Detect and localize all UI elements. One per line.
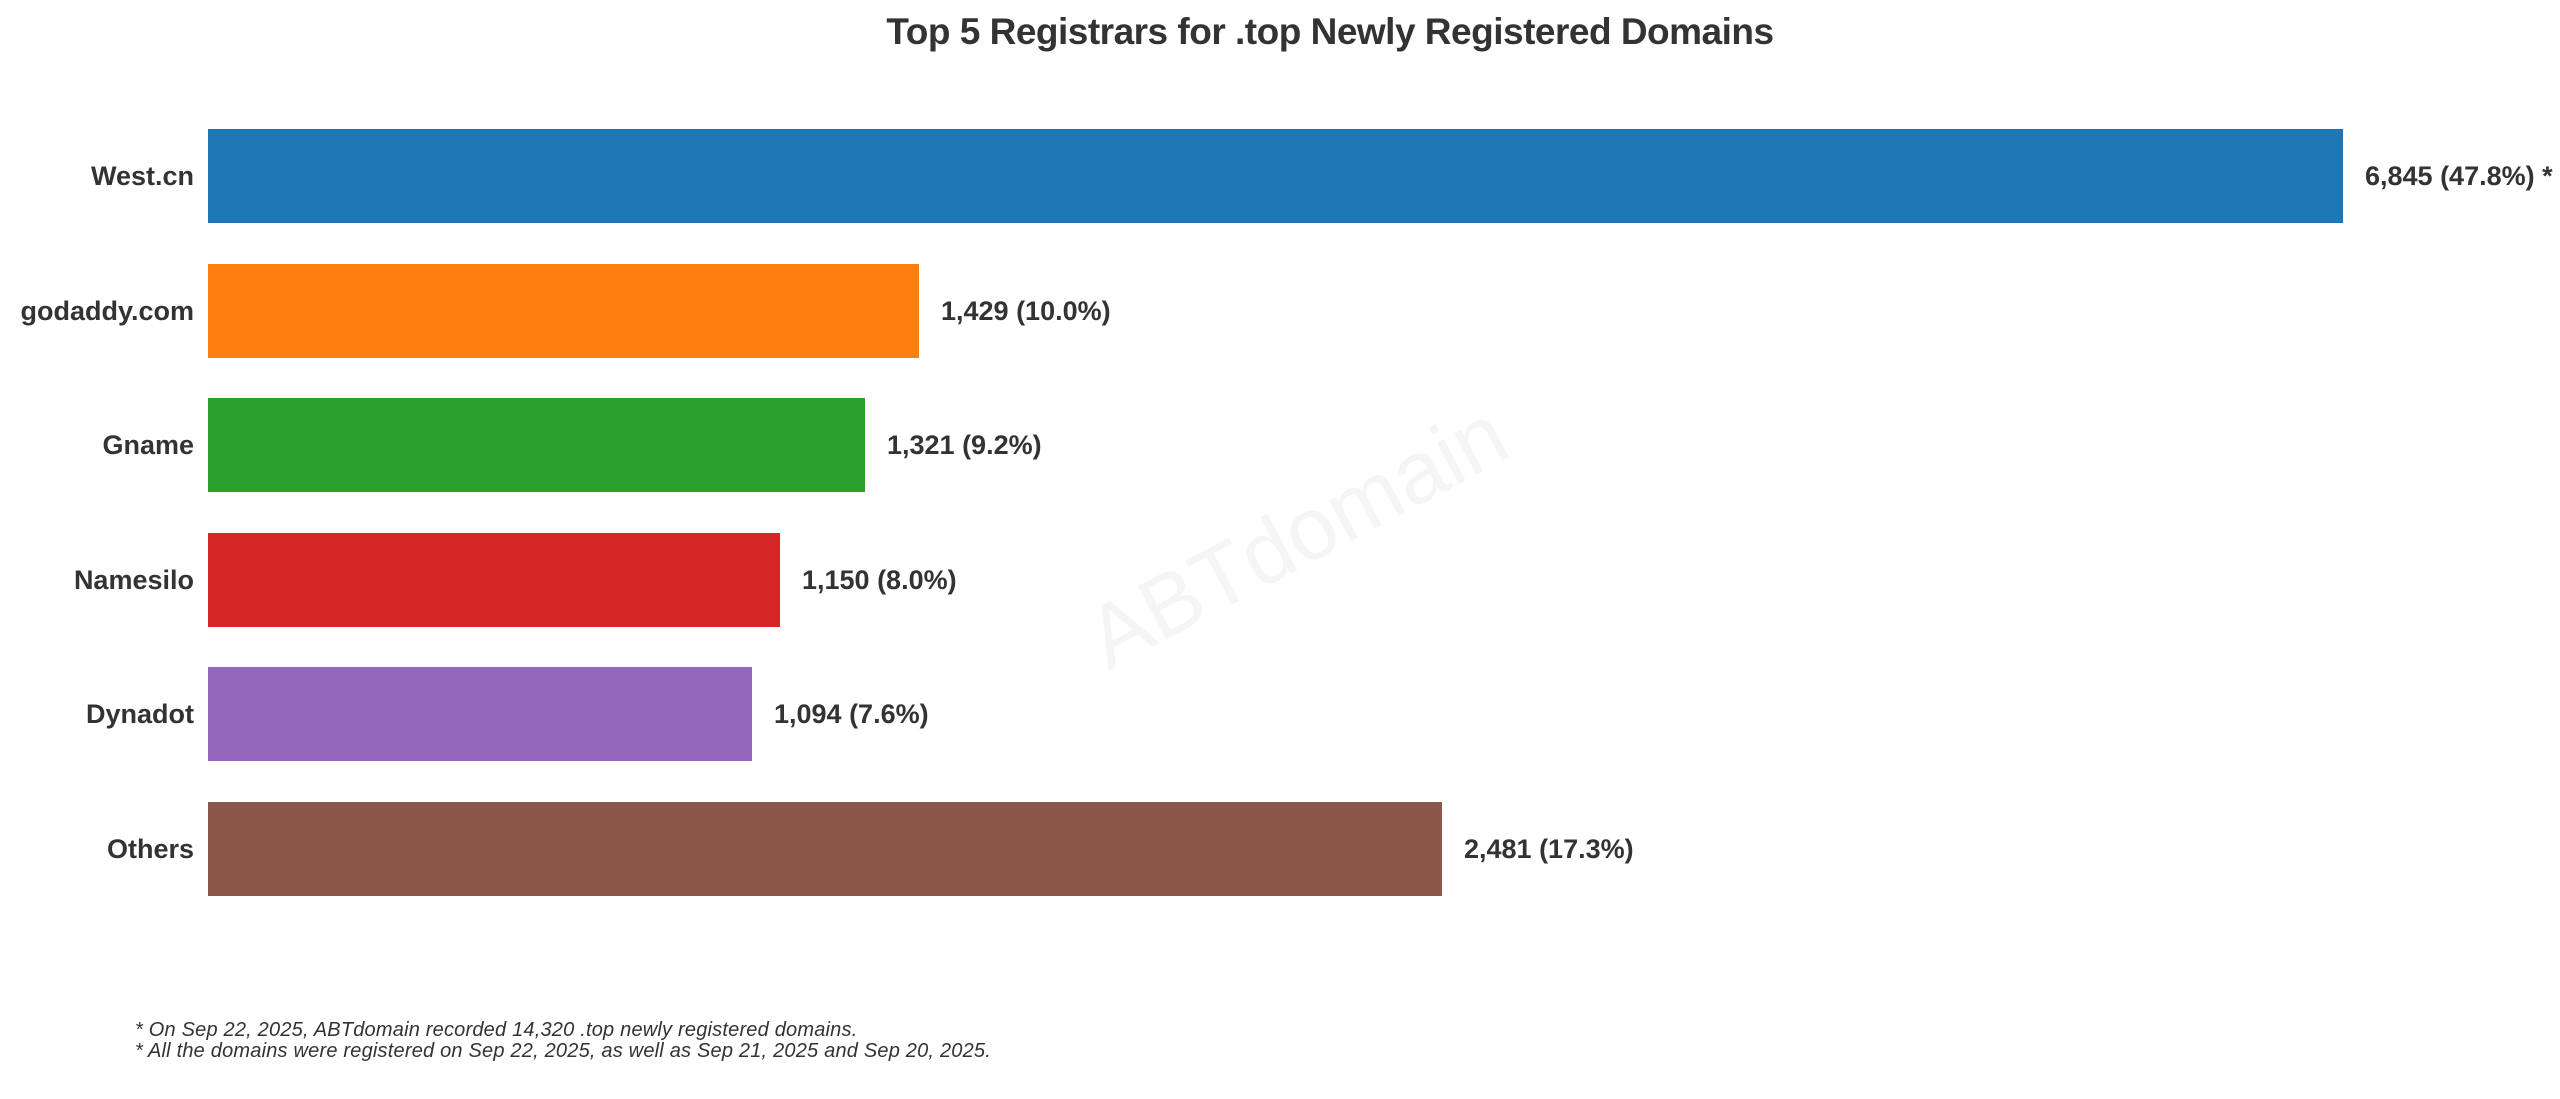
bar [208,264,919,358]
category-label: Namesilo [73,565,194,595]
bar-row: West.cn 6,845 (47.8%) * [0,129,2560,223]
category-label: Dynadot [86,699,194,729]
chart-title: Top 5 Registrars for .top Newly Register… [886,11,1774,52]
bar [208,802,1442,896]
bar [208,129,2343,223]
bar-row: Dynadot 1,094 (7.6%) [0,667,2560,761]
bar-row: godaddy.com 1,429 (10.0%) [0,264,2560,358]
category-label: Gname [102,430,194,460]
category-label: godaddy.com [20,296,194,326]
footnotes: * On Sep 22, 2025, ABTdomain recorded 14… [135,1020,991,1062]
value-label: 1,150 (8.0%) [802,565,957,595]
bar-row: Others 2,481 (17.3%) [0,802,2560,896]
bar [208,398,865,492]
bar [208,533,780,627]
bar-row: Gname 1,321 (9.2%) [0,398,2560,492]
value-label: 2,481 (17.3%) [1464,834,1634,864]
footnote-line-1: * On Sep 22, 2025, ABTdomain recorded 14… [135,1019,858,1041]
footnote-line-2: * All the domains were registered on Sep… [135,1040,991,1062]
bar-row: Namesilo 1,150 (8.0%) [0,533,2560,627]
value-label: 6,845 (47.8%) * [2365,161,2553,191]
value-label: 1,429 (10.0%) [941,296,1111,326]
value-label: 1,094 (7.6%) [774,699,929,729]
category-label: Others [106,834,194,864]
category-label: West.cn [90,161,194,191]
value-label: 1,321 (9.2%) [887,430,1042,460]
bar [208,667,752,761]
